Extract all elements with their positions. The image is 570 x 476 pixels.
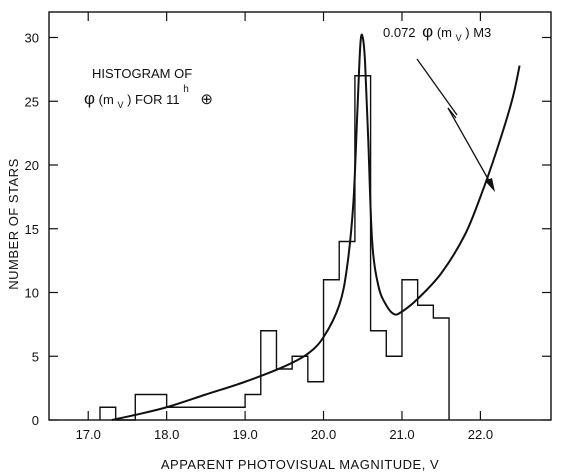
y-tick-label: 5: [32, 349, 39, 364]
y-tick-label: 15: [25, 222, 39, 237]
histogram-bin: [276, 369, 292, 420]
annotations: HISTOGRAM OF φ (m V ) FOR 11 h ⊕ 0.072 φ…: [84, 22, 495, 192]
plot-frame: [48, 11, 552, 421]
x-tick-label: 21.0: [389, 427, 414, 442]
y-tick-label: 0: [32, 413, 39, 428]
y-tick-label: 25: [25, 94, 39, 109]
histogram-bin: [292, 356, 308, 420]
x-tick-label: 19.0: [232, 427, 257, 442]
histogram-bin: [418, 305, 434, 420]
histogram-outline: [99, 75, 450, 421]
x-tick-label: 17.0: [76, 427, 101, 442]
luminosity-curve-series: [111, 33, 521, 421]
histogram-series: [99, 75, 450, 421]
x-tick-label: 22.0: [468, 427, 493, 442]
y-axis-ticks: 0 5 10 15 20 25 30: [25, 31, 551, 428]
y-axis-title: NUMBER OF STARS: [6, 158, 21, 290]
histogram-bin: [100, 407, 116, 420]
x-axis-title: APPARENT PHOTOVISUAL MAGNITUDE, V: [161, 457, 439, 472]
histogram-bin: [324, 280, 340, 420]
annotation-arrow-upper: [416, 58, 458, 116]
plot-area-border: [48, 11, 552, 421]
histogram-bin: [245, 395, 261, 421]
histogram-label-line2: φ (m V ) FOR 11 h ⊕: [84, 80, 213, 111]
x-tick-label: 20.0: [311, 427, 336, 442]
x-axis-ticks: 17.0 18.0 19.0 20.0 21.0 22.0: [76, 12, 493, 442]
x-tick-label: 18.0: [154, 427, 179, 442]
luminosity-curve-line: [111, 33, 521, 421]
histogram-bin: [135, 395, 166, 421]
annotation-arrow-head: [485, 178, 495, 192]
histogram-bin: [386, 356, 402, 420]
histogram-bin: [308, 382, 324, 420]
histogram-bin: [167, 407, 245, 420]
y-tick-label: 30: [25, 31, 39, 46]
y-tick-label: 20: [25, 158, 39, 173]
histogram-bin: [433, 318, 449, 420]
histogram-bin: [371, 331, 387, 420]
histogram-label-line1: HISTOGRAM OF: [92, 66, 192, 81]
annotation-arrow-lower: [447, 107, 493, 187]
curve-label: 0.072 φ (m V ) M3: [383, 22, 491, 44]
y-tick-label: 10: [25, 286, 39, 301]
